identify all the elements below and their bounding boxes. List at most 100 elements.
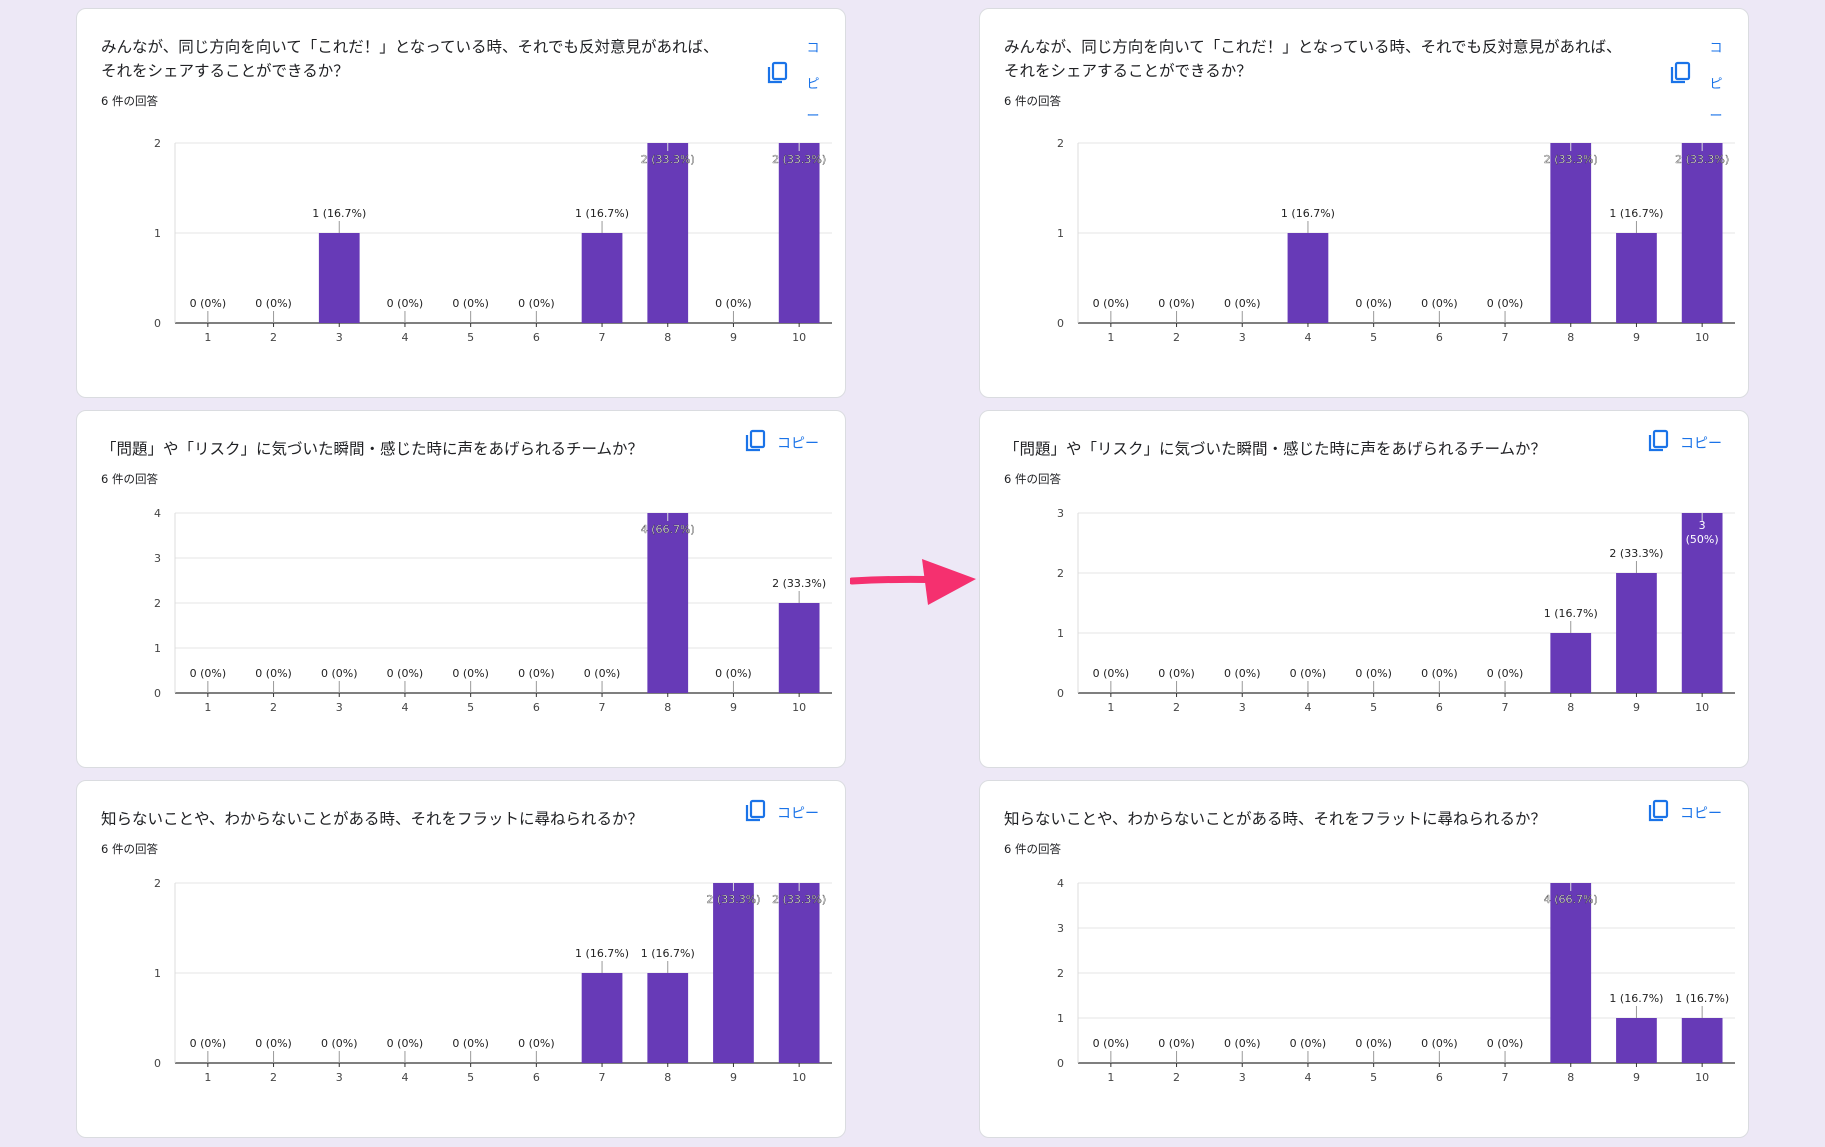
x-tick-label: 10 xyxy=(1695,1071,1709,1084)
copy-icon xyxy=(1670,61,1692,89)
data-label-line: 0 (0%) xyxy=(1355,1037,1392,1050)
data-label-line: 0 (0%) xyxy=(1487,1037,1524,1050)
data-label-line: 0 (0%) xyxy=(387,667,424,680)
y-tick-label: 1 xyxy=(154,642,161,655)
x-tick-label: 1 xyxy=(1107,331,1114,344)
data-label: 4 (66.7%) xyxy=(1544,893,1598,906)
bar xyxy=(647,143,689,323)
copy-button[interactable]: コピー xyxy=(1648,429,1722,457)
data-label: 1 (16.7%) xyxy=(641,947,695,960)
bar xyxy=(778,883,820,1063)
data-label: 0 (0%) xyxy=(1355,667,1392,680)
x-tick-label: 2 xyxy=(270,1071,277,1084)
data-label: 1 (16.7%) xyxy=(575,947,629,960)
data-label-line: 2 (33.3%) xyxy=(706,893,760,906)
data-label-line: 0 (0%) xyxy=(255,297,292,310)
data-label: 0 (0%) xyxy=(387,1037,424,1050)
x-tick-label: 10 xyxy=(1695,701,1709,714)
data-label: 1 (16.7%) xyxy=(1281,207,1335,220)
question-title: 「問題」や「リスク」に気づいた瞬間・感じた時に声をあげられるチームか？ xyxy=(101,440,644,458)
copy-label-char: ー xyxy=(1709,109,1723,124)
data-label-line: 0 (0%) xyxy=(518,1037,555,1050)
y-tick-label: 3 xyxy=(1057,922,1064,935)
data-label-line: 2 (33.3%) xyxy=(1675,153,1729,166)
data-label-line: 0 (0%) xyxy=(715,297,752,310)
bar xyxy=(1681,143,1723,323)
x-tick-label: 9 xyxy=(1633,331,1640,344)
copy-button[interactable]: コ ピ ー xyxy=(1670,31,1732,131)
x-tick-label: 3 xyxy=(1239,1071,1246,1084)
bar-chart: 0 1 2 1 0 (0%) 2 0 (0%) 3 0 (0%) 4 1 (16.7%) 5 0 (0%… xyxy=(1057,137,1735,344)
data-label: 3 (50%) xyxy=(1686,519,1719,546)
data-label: 0 (0%) xyxy=(1093,667,1130,680)
data-label: 1 (16.7%) xyxy=(1544,607,1598,620)
data-label: 2 (33.3%) xyxy=(772,153,826,166)
x-tick-label: 1 xyxy=(1107,701,1114,714)
response-count: 6 件の回答 xyxy=(1004,472,1061,486)
data-label-line: 1 (16.7%) xyxy=(1675,992,1729,1005)
y-tick-label: 1 xyxy=(154,967,161,980)
data-label: 0 (0%) xyxy=(1093,1037,1130,1050)
data-label-line: 0 (0%) xyxy=(1158,297,1195,310)
data-label-line: 0 (0%) xyxy=(1224,1037,1261,1050)
data-label-line: 0 (0%) xyxy=(1093,667,1130,680)
data-label-line: 0 (0%) xyxy=(190,297,227,310)
x-tick-label: 3 xyxy=(336,1071,343,1084)
copy-button[interactable]: コピー xyxy=(1648,799,1722,827)
x-tick-label: 7 xyxy=(599,1071,606,1084)
x-tick-label: 7 xyxy=(599,701,606,714)
x-tick-label: 5 xyxy=(467,701,474,714)
x-tick-label: 5 xyxy=(1370,1071,1377,1084)
data-label: 2 (33.3%) xyxy=(1675,153,1729,166)
x-tick-label: 8 xyxy=(664,1071,671,1084)
data-label: 0 (0%) xyxy=(1158,1037,1195,1050)
data-label: 0 (0%) xyxy=(1290,1037,1327,1050)
data-label-line: 1 (16.7%) xyxy=(1609,207,1663,220)
x-tick-label: 3 xyxy=(1239,701,1246,714)
x-tick-label: 9 xyxy=(1633,701,1640,714)
data-label-line: 1 (16.7%) xyxy=(312,207,366,220)
x-tick-label: 6 xyxy=(533,1071,540,1084)
bar-chart: 0 1 2 1 0 (0%) 2 0 (0%) 3 1 (16.7%) 4 0 (0%) 5 0 (0%… xyxy=(154,137,832,344)
data-label-line: 2 (33.3%) xyxy=(772,153,826,166)
copy-label-char: ピ xyxy=(1709,77,1723,92)
x-tick-label: 2 xyxy=(1173,331,1180,344)
bar xyxy=(1616,1018,1657,1063)
data-label: 0 (0%) xyxy=(452,1037,489,1050)
data-label: 2 (33.3%) xyxy=(772,893,826,906)
y-tick-label: 0 xyxy=(154,317,161,330)
y-tick-label: 2 xyxy=(154,597,161,610)
copy-button[interactable]: コ ピ ー xyxy=(767,31,829,131)
data-label: 1 (16.7%) xyxy=(1675,992,1729,1005)
y-tick-label: 2 xyxy=(154,877,161,890)
bar-chart: 0 1 2 3 4 1 0 (0%) 2 0 (0%) 3 0 (0%) 4 0 (0%) 5 0 (0%)… xyxy=(1057,877,1735,1084)
x-tick-label: 10 xyxy=(792,331,806,344)
data-label: 4 (66.7%) xyxy=(641,523,695,536)
data-label-line: 0 (0%) xyxy=(518,667,555,680)
x-tick-label: 5 xyxy=(1370,331,1377,344)
copy-icon xyxy=(767,61,789,89)
x-tick-label: 7 xyxy=(1502,331,1509,344)
data-label: 0 (0%) xyxy=(1290,667,1327,680)
bar xyxy=(647,513,689,693)
y-tick-label: 0 xyxy=(154,1057,161,1070)
x-tick-label: 9 xyxy=(730,1071,737,1084)
x-tick-label: 9 xyxy=(730,701,737,714)
data-label: 0 (0%) xyxy=(255,667,292,680)
y-tick-label: 1 xyxy=(1057,1012,1064,1025)
y-tick-label: 2 xyxy=(1057,137,1064,150)
data-label: 0 (0%) xyxy=(1487,667,1524,680)
question-card: 「問題」や「リスク」に気づいた瞬間・感じた時に声をあげられるチームか？ 6 件の… xyxy=(76,410,846,768)
data-label: 0 (0%) xyxy=(190,667,227,680)
data-label-line: 0 (0%) xyxy=(321,667,358,680)
data-label: 0 (0%) xyxy=(190,1037,227,1050)
copy-button[interactable]: コピー xyxy=(745,799,819,827)
x-tick-label: 6 xyxy=(533,701,540,714)
copy-button[interactable]: コピー xyxy=(745,429,819,457)
bar-chart: 0 1 2 3 1 0 (0%) 2 0 (0%) 3 0 (0%) 4 0 (0%) 5 0 (0%) 6… xyxy=(1057,507,1735,714)
bar xyxy=(1550,633,1592,693)
x-tick-label: 6 xyxy=(1436,331,1443,344)
data-label: 0 (0%) xyxy=(321,667,358,680)
response-count: 6 件の回答 xyxy=(1004,94,1061,108)
y-tick-label: 1 xyxy=(1057,227,1064,240)
